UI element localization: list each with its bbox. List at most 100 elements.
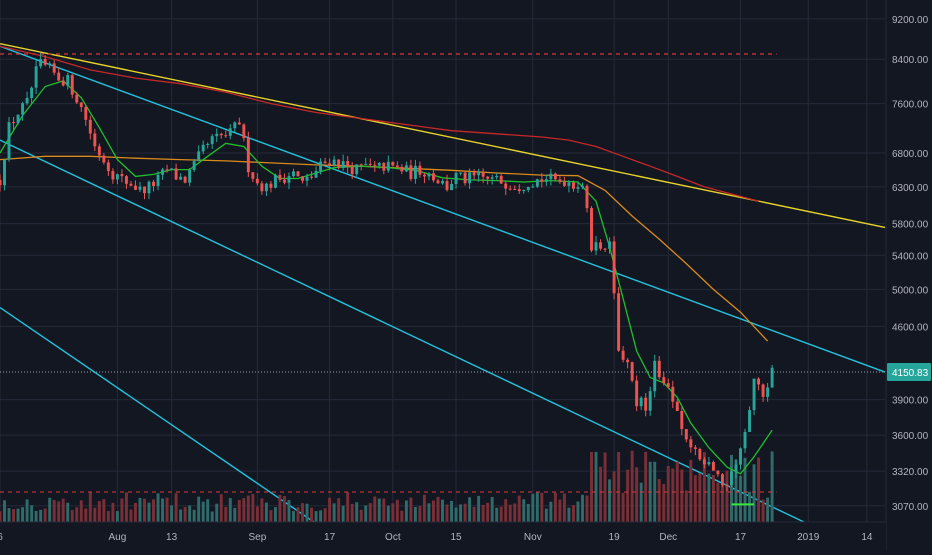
trendline-yellow[interactable]: [0, 42, 886, 229]
time-tick-label[interactable]: 13: [166, 532, 178, 543]
time-tick-label[interactable]: 2019: [797, 532, 820, 543]
candle-body: [585, 185, 589, 209]
price-tick-label[interactable]: 4600.00: [892, 322, 929, 333]
price-axis[interactable]: 9200.00 8400.00 7600.00 6800.00 6300.00 5800.…: [885, 0, 932, 550]
volume-bar: [21, 507, 25, 522]
volume-bar: [201, 501, 205, 522]
candle-body: [504, 183, 508, 189]
candle-body: [653, 360, 657, 392]
volume-bar: [594, 451, 598, 522]
time-tick-label[interactable]: 14: [861, 532, 873, 543]
candle-body: [75, 94, 79, 103]
time-tick-label[interactable]: Dec: [659, 532, 677, 543]
price-tick-label[interactable]: 9200.00: [892, 15, 929, 26]
time-axis[interactable]: 6 Aug 13 Sep 17 Oct 15 Nov 19 Dec 17 2019 14: [0, 521, 886, 550]
price-tick-label[interactable]: 7600.00: [892, 100, 929, 111]
price-tick-label[interactable]: 3600.00: [892, 431, 929, 442]
candle-body: [481, 172, 485, 177]
volume-bar: [581, 494, 584, 522]
trendline-channel-far[interactable]: [0, 306, 317, 525]
candle-body: [233, 122, 237, 129]
volume-bar: [156, 493, 160, 522]
volume-bar: [124, 492, 128, 522]
candle-body: [84, 107, 88, 120]
price-tick-label[interactable]: 5000.00: [892, 285, 929, 296]
trendline-channel-lower[interactable]: [0, 139, 827, 534]
volume-bar: [553, 492, 557, 522]
time-tick-label[interactable]: Sep: [248, 532, 266, 543]
volume-bar: [517, 495, 521, 522]
candle-body: [188, 170, 192, 183]
volume-bar: [210, 511, 214, 522]
price-axis-background: [886, 0, 932, 550]
price-tick-label[interactable]: 5800.00: [892, 220, 929, 231]
time-tick-label[interactable]: 17: [324, 532, 336, 543]
volume-bar: [174, 493, 178, 522]
volume-bar: [441, 499, 444, 522]
volume-bar: [711, 474, 715, 522]
candle-body: [346, 161, 350, 167]
candle-body: [359, 164, 363, 166]
volume-bar: [355, 502, 359, 522]
volume-bar: [305, 503, 309, 522]
candle-body: [30, 87, 34, 98]
time-tick-label[interactable]: 19: [609, 532, 621, 543]
volume-bar: [179, 509, 183, 522]
candle-body: [264, 183, 268, 192]
candle-body: [21, 103, 25, 115]
trendline-channel-upper[interactable]: [0, 45, 886, 373]
candle-body: [201, 144, 205, 152]
volume-bar: [12, 509, 16, 522]
candle-body: [644, 397, 648, 411]
candle-body: [237, 122, 241, 125]
candle-body: [25, 97, 29, 104]
candle-body: [450, 183, 453, 191]
volume-bar: [639, 482, 643, 522]
candle-body: [310, 176, 314, 178]
time-tick-label[interactable]: 15: [450, 532, 462, 543]
price-tick-label[interactable]: 6800.00: [892, 149, 929, 160]
volume-bar: [770, 451, 774, 522]
candle-body: [228, 128, 232, 136]
volume-bar: [459, 504, 463, 522]
price-tick-label[interactable]: 3070.00: [892, 502, 929, 513]
volume-bar: [364, 505, 368, 522]
candle-body: [711, 462, 715, 471]
price-tick-label[interactable]: 8400.00: [892, 55, 929, 66]
volume-bar: [70, 510, 74, 522]
price-tick-label[interactable]: 3320.00: [892, 467, 929, 478]
candle-body: [147, 181, 151, 194]
volume-bar: [599, 466, 603, 522]
volume-bar: [576, 501, 580, 522]
price-tick-label[interactable]: 3900.00: [892, 396, 929, 407]
candle-body: [192, 161, 196, 171]
candle-body: [377, 162, 381, 166]
candle-body: [752, 378, 756, 411]
trendlines[interactable]: [0, 42, 886, 534]
volume-bar: [540, 492, 544, 522]
time-axis-background: [0, 522, 886, 550]
price-tick-label[interactable]: 6300.00: [892, 183, 929, 194]
price-tick-label[interactable]: 5400.00: [892, 251, 929, 262]
time-tick-label[interactable]: 17: [735, 532, 747, 543]
candle-body: [581, 185, 584, 188]
candle-body: [499, 175, 503, 184]
time-tick-label[interactable]: Oct: [385, 532, 401, 543]
volume-bar: [120, 498, 124, 522]
volume-bar: [346, 492, 350, 522]
time-tick-label[interactable]: 6: [0, 532, 3, 543]
volume-bar: [549, 501, 553, 522]
candle-body: [296, 171, 300, 177]
volume-bar: [138, 498, 142, 522]
volume-bar: [79, 500, 83, 522]
volume-bar: [269, 510, 273, 522]
volume-bar: [161, 498, 165, 522]
time-tick-label[interactable]: Aug: [108, 532, 126, 543]
volume-bar: [418, 506, 422, 522]
candle-body: [603, 248, 607, 250]
candle-body: [445, 181, 449, 191]
candle-body: [79, 102, 83, 108]
time-tick-label[interactable]: Nov: [524, 532, 542, 543]
